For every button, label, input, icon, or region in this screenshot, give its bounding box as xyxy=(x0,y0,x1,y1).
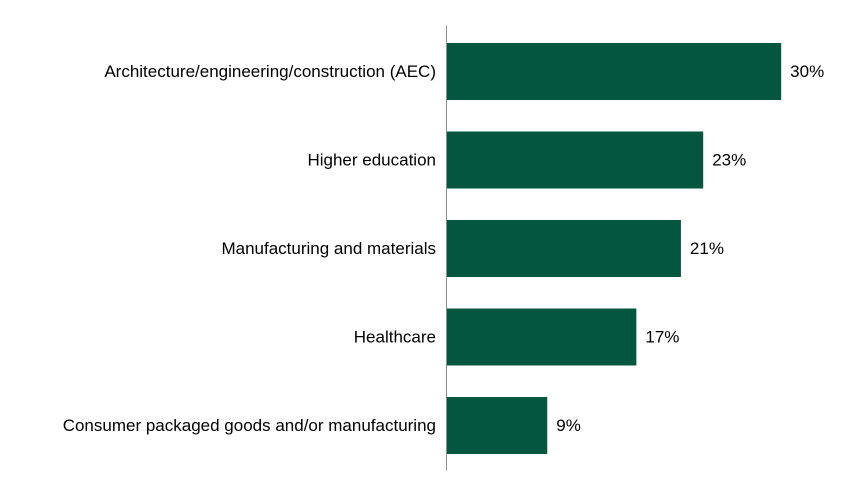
category-labels-layer: Architecture/engineering/construction (A… xyxy=(63,62,436,435)
bar-3 xyxy=(447,308,637,366)
value-labels-layer: 30% 23% 21% 17% 9% xyxy=(556,62,824,435)
value-label-0: 30% xyxy=(790,62,824,81)
value-label-1: 23% xyxy=(712,151,746,170)
category-label-4: Consumer packaged goods and/or manufactu… xyxy=(63,416,436,435)
bars-layer xyxy=(447,43,782,454)
value-label-4: 9% xyxy=(556,416,581,435)
category-label-1: Higher education xyxy=(307,151,436,170)
bar-1 xyxy=(447,131,704,189)
category-label-3: Healthcare xyxy=(354,328,436,347)
value-label-2: 21% xyxy=(690,239,724,258)
bar-0 xyxy=(447,43,782,100)
bar-4 xyxy=(447,397,548,454)
category-label-2: Manufacturing and materials xyxy=(221,239,436,258)
value-label-3: 17% xyxy=(645,328,679,347)
bar-2 xyxy=(447,220,681,277)
category-label-0: Architecture/engineering/construction (A… xyxy=(104,62,436,81)
